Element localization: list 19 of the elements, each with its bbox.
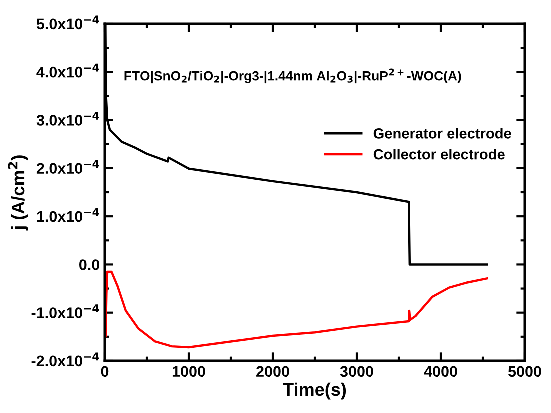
y-tick-label: 0.0 xyxy=(80,260,100,270)
y-tick-label: 5.0x10$^{−4}$ xyxy=(36,16,100,30)
y-tick-label: 4.0x10$^{−4}$ xyxy=(36,64,100,78)
legend-label: Generator electrode xyxy=(374,128,512,139)
x-tick-label: 0 xyxy=(101,366,109,378)
y-tick-label: 2.0x10$^{−4}$ xyxy=(36,160,100,174)
x-axis-title: Time(s) xyxy=(283,382,346,400)
y-tick-label: -2.0x10$^{−4}$ xyxy=(32,352,100,367)
y-tick-label: 1.0x10$^{−4}$ xyxy=(37,208,100,222)
x-tick-label: 2000 xyxy=(256,366,290,378)
y-axis-title: j (A/cm$^{2}$) xyxy=(8,156,28,231)
y-tick-label: 3.0x10$^{−4}$ xyxy=(36,112,100,126)
x-tick-label: 1000 xyxy=(172,366,206,378)
y-tick-label: -1.0x10$^{−4}$ xyxy=(32,304,100,318)
x-tick-label: 5000 xyxy=(508,366,542,378)
x-tick-label: 3000 xyxy=(340,366,374,378)
x-tick-label: 4000 xyxy=(424,366,458,378)
chart-title: FTO|SnO$_{2}$/TiO$_{2}$|-Org3-|1.44nm Al$_{2}$O$_{3}$|-RuP$^{2+}$-WOC(A) xyxy=(124,68,462,84)
legend-label: Collector electrode xyxy=(374,149,505,160)
